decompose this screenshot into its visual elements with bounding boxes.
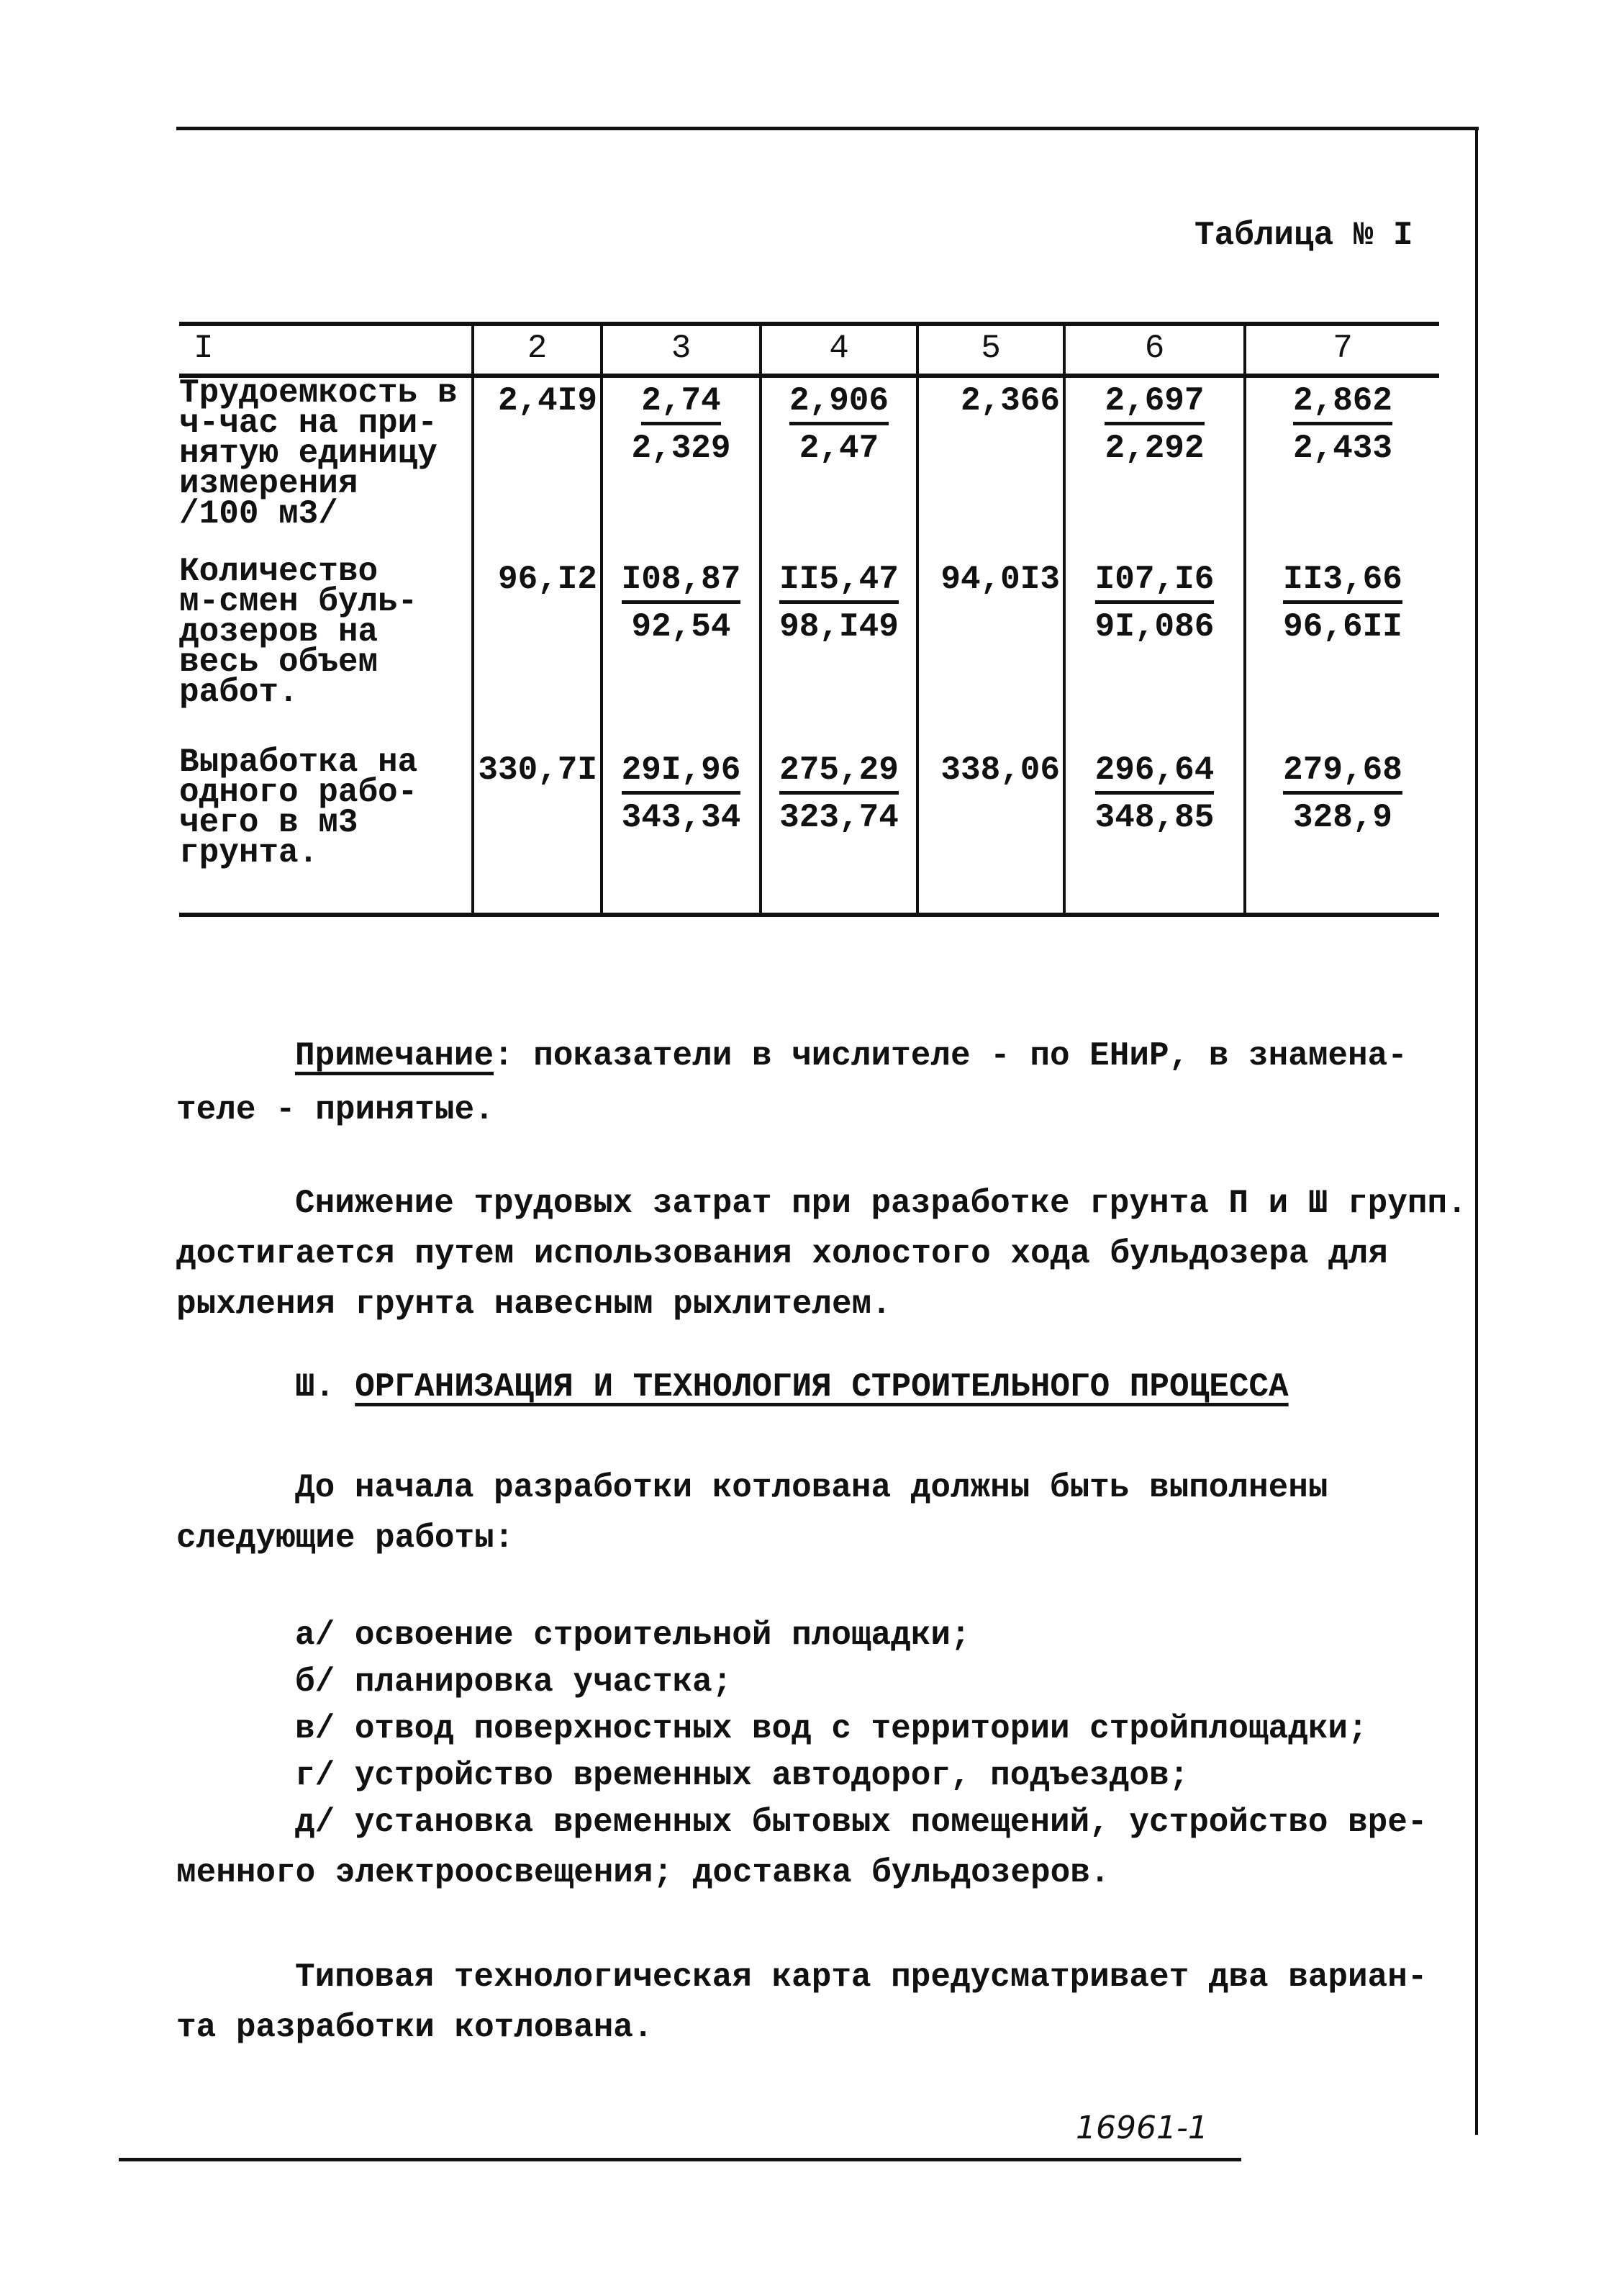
note-line-2: теле - принятые. — [176, 1091, 494, 1129]
cell-value: 94,0I3 — [940, 561, 1060, 598]
table-cell: 338,06 — [916, 747, 1064, 917]
column-header: 6 — [1063, 322, 1245, 378]
cell-numerator: II3,66 — [1283, 559, 1402, 604]
table-cell: 279,68 328,9 — [1243, 747, 1439, 917]
column-header: 5 — [916, 322, 1064, 378]
table-caption: Таблица № I — [1194, 217, 1413, 254]
top-rule — [176, 127, 1479, 130]
note-line-1: : показатели в числителе - по ЕНиР, в зн… — [494, 1037, 1407, 1075]
cell-numerator: 279,68 — [1283, 749, 1402, 795]
row-label: Выработка на одного рабо- чего в м3 грун… — [179, 746, 473, 917]
cell-numerator: 2,906 — [789, 380, 889, 425]
cell-value: 330,7I — [478, 751, 597, 789]
table-cell: 2,74 2,329 — [600, 376, 761, 556]
cell-numerator: 275,29 — [779, 749, 899, 795]
cell-denominator: 2,433 — [1292, 430, 1393, 467]
data-table: I 2 3 4 5 6 7 Трудоемкость в ч-час на пр… — [179, 322, 1439, 917]
table-cell: 2,366 — [916, 376, 1064, 556]
row-label: Трудоемкость в ч-час на при- нятую едини… — [179, 374, 458, 533]
cell-numerator: II5,47 — [779, 559, 899, 604]
note-label: Примечание — [295, 1037, 494, 1075]
table-cell: 275,29 323,74 — [759, 747, 917, 917]
paragraph-3-line-1: Типовая технологическая карта предусматр… — [295, 1958, 1428, 1996]
cell-numerator: 296,64 — [1094, 749, 1215, 795]
cell-denominator: 323,74 — [779, 799, 899, 836]
cell-value: 338,06 — [940, 751, 1060, 789]
table-cell: 2,697 2,292 — [1063, 376, 1245, 556]
list-continuation: менного электроосвещения; доставка бульд… — [176, 1854, 1110, 1892]
right-rule — [1475, 127, 1478, 2135]
table-cell: I07,I6 9I,086 — [1063, 556, 1245, 747]
cell-numerator: 2,74 — [641, 380, 721, 425]
list-item: б/ планировка участка; — [295, 1663, 733, 1701]
cell-numerator: I07,I6 — [1094, 559, 1215, 604]
cell-denominator: 348,85 — [1094, 799, 1215, 836]
list-item: д/ установка временных бытовых помещений… — [295, 1804, 1428, 1841]
document-number: 16961-1 — [1076, 2110, 1208, 2146]
column-header: 7 — [1243, 322, 1439, 378]
table-cell: II3,66 96,6II — [1243, 556, 1439, 747]
table-cell: 2,4I9 — [471, 376, 602, 556]
paragraph-2-line-1: До начала разработки котлована должны бы… — [295, 1469, 1328, 1506]
cell-numerator: 2,697 — [1105, 380, 1205, 425]
section-number: Ш. — [295, 1368, 335, 1406]
bottom-rule — [119, 2158, 1241, 2161]
note: Примечание: показатели в числителе - по … — [295, 1036, 1407, 1075]
table-header-row: I 2 3 4 5 6 7 — [179, 322, 1439, 378]
table-row: Трудоемкость в ч-час на при- нятую едини… — [179, 376, 1439, 556]
section-title: ОРГАНИЗАЦИЯ И ТЕХНОЛОГИЯ СТРОИТЕЛЬНОГО П… — [355, 1368, 1289, 1406]
table-cell: 94,0I3 — [916, 556, 1064, 747]
column-header: 2 — [471, 322, 602, 378]
cell-denominator: 96,6II — [1283, 608, 1402, 646]
row-label: Количество м-смен буль- дозеров на весь … — [179, 553, 418, 711]
table-row: Количество м-смен буль- дозеров на весь … — [179, 553, 1439, 747]
table-cell: 330,7I — [471, 747, 602, 917]
table-cell: 29I,96 343,34 — [600, 747, 761, 917]
table-row: Выработка на одного рабо- чего в м3 грун… — [179, 746, 1439, 917]
cell-numerator: 2,862 — [1292, 380, 1393, 425]
cell-denominator: 98,I49 — [779, 608, 899, 646]
section-heading: Ш. ОРГАНИЗАЦИЯ И ТЕХНОЛОГИЯ СТРОИТЕЛЬНОГО… — [295, 1368, 1289, 1406]
cell-denominator: 92,54 — [631, 608, 731, 646]
paragraph-3-line-2: та разработки котлована. — [176, 2009, 653, 2046]
table-cell: I08,87 92,54 — [600, 556, 761, 747]
cell-denominator: 328,9 — [1292, 799, 1393, 836]
table-cell: 2,862 2,433 — [1243, 376, 1439, 556]
cell-value: 96,I2 — [497, 561, 597, 598]
cell-value: 2,366 — [960, 382, 1060, 420]
list-item: г/ устройство временных автодорог, подъе… — [295, 1757, 1189, 1794]
cell-value: 2,4I9 — [497, 382, 597, 420]
paragraph-2-line-2: следующие работы: — [176, 1519, 514, 1557]
cell-denominator: 2,47 — [799, 430, 879, 467]
paragraph-1-line-3: рыхления грунта навесным рыхлителем. — [176, 1285, 892, 1323]
table-cell: 96,I2 — [471, 556, 602, 747]
cell-denominator: 343,34 — [621, 799, 741, 836]
paragraph-1-line-2: достигается путем использования холостог… — [176, 1235, 1388, 1273]
table-cell: II5,47 98,I49 — [759, 556, 917, 747]
column-header: 4 — [759, 322, 917, 378]
cell-denominator: 2,292 — [1105, 430, 1205, 467]
column-header: 3 — [600, 322, 761, 378]
cell-numerator: I08,87 — [621, 559, 741, 604]
list-item: а/ освоение строительной площадки; — [295, 1617, 971, 1654]
cell-denominator: 2,329 — [631, 430, 731, 467]
column-header: I — [179, 322, 473, 378]
paragraph-1-line-1: Снижение трудовых затрат при разработке … — [295, 1185, 1467, 1222]
list-item: в/ отвод поверхностных вод с территории … — [295, 1710, 1368, 1748]
table-cell: 296,64 348,85 — [1063, 747, 1245, 917]
table-cell: 2,906 2,47 — [759, 376, 917, 556]
cell-denominator: 9I,086 — [1094, 608, 1215, 646]
cell-numerator: 29I,96 — [621, 749, 741, 795]
